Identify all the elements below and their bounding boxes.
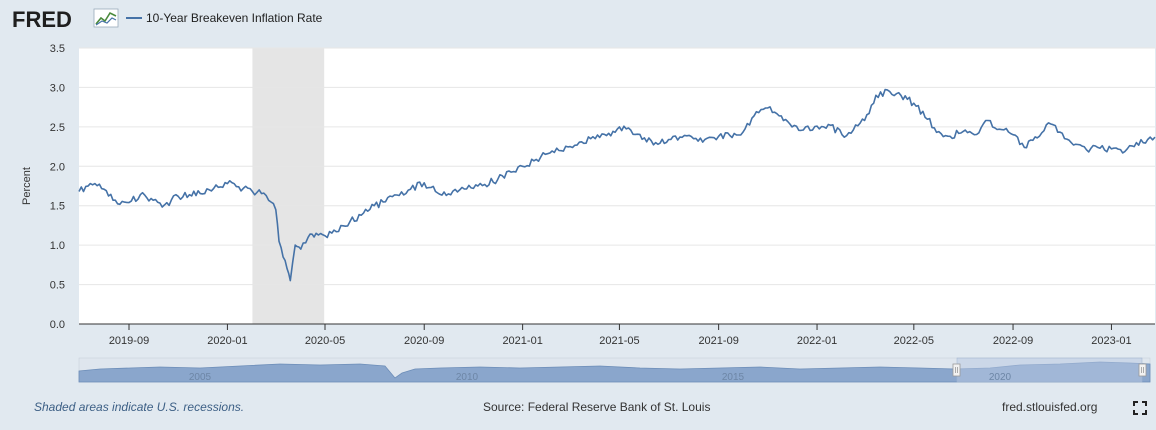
x-tick-label: 2020-01 (207, 335, 247, 347)
recession-band-0 (252, 48, 325, 324)
plot-background (79, 48, 1155, 324)
y-axis-label: Percent (21, 167, 33, 205)
y-tick-label: 3.0 (50, 82, 65, 94)
x-tick-label: 2022-05 (894, 335, 934, 347)
site-link[interactable]: fred.stlouisfed.org (1002, 400, 1098, 414)
header: FRED 10-Year Breakeven Inflation Rate (12, 7, 323, 32)
recession-note: Shaded areas indicate U.S. recessions. (34, 400, 245, 414)
navigator-left-handle[interactable] (952, 363, 961, 377)
fullscreen-icon[interactable] (1133, 401, 1147, 415)
y-axis: 0.0 0.5 1.0 1.5 2.0 2.5 3.0 3.5 (50, 43, 65, 331)
y-tick-label: 2.0 (50, 161, 65, 173)
y-tick-label: 2.5 (50, 122, 65, 134)
y-tick-label: 3.5 (50, 43, 65, 55)
x-tick-label: 2019-09 (109, 335, 149, 347)
x-tick-label: 2022-01 (797, 335, 837, 347)
navigator-right-handle[interactable] (1138, 363, 1147, 377)
fred-logo-graph-icon (93, 8, 119, 28)
x-tick-label: 2021-09 (698, 335, 738, 347)
y-tick-label: 1.5 (50, 201, 65, 213)
x-tick-label: 2020-09 (404, 335, 444, 347)
fred-logo[interactable]: FRED (12, 7, 72, 32)
y-tick-label: 0.5 (50, 280, 65, 292)
x-tick-label: 2023-01 (1091, 335, 1131, 347)
navigator[interactable]: 2005 2010 2015 2020 (78, 357, 1151, 383)
y-tick-label: 1.0 (50, 240, 65, 252)
navigator-label-2015: 2015 (722, 372, 745, 383)
series-line-0[interactable] (78, 88, 1156, 282)
source-text: Source: Federal Reserve Bank of St. Loui… (483, 400, 711, 414)
x-tick-label: 2021-01 (502, 335, 542, 347)
navigator-label-2005: 2005 (189, 372, 212, 383)
x-axis: 2019-09 2020-01 2020-05 2020-09 2021-01 2021-… (109, 324, 1132, 347)
x-tick-label: 2022-09 (993, 335, 1033, 347)
y-tick-label: 0.0 (50, 319, 65, 331)
navigator-label-2010: 2010 (456, 372, 479, 383)
navigator-label-2020: 2020 (989, 372, 1012, 383)
series-layer (78, 88, 1156, 282)
series-title: 10-Year Breakeven Inflation Rate (146, 11, 323, 25)
grid-layer (79, 47, 1155, 286)
navigator-selection[interactable] (956, 357, 1143, 383)
x-tick-label: 2021-05 (599, 335, 639, 347)
x-tick-label: 2020-05 (305, 335, 345, 347)
recession-layer (252, 48, 325, 324)
